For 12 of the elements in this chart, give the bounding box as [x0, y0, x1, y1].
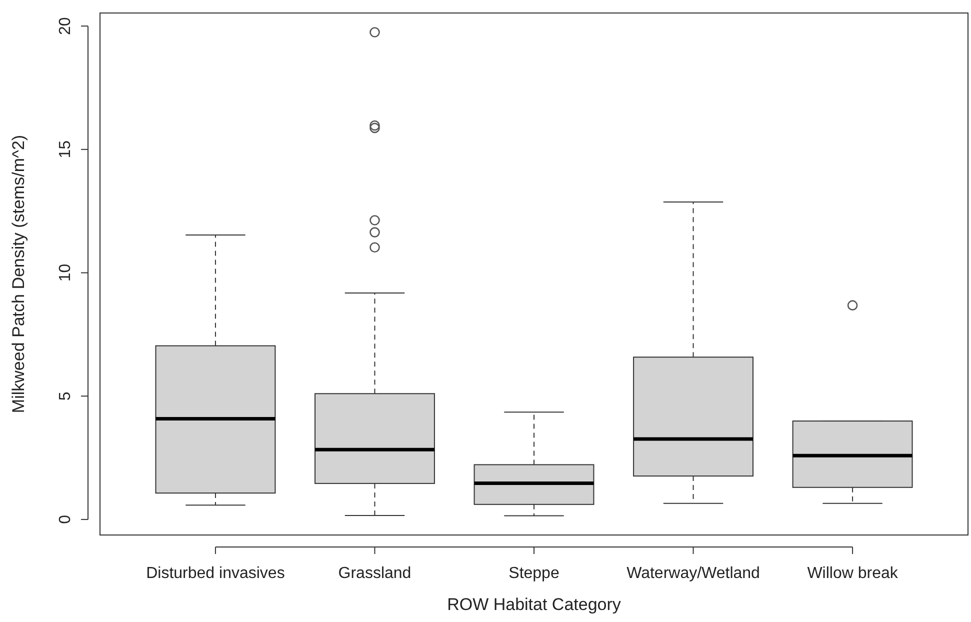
x-tick-label: Disturbed invasives	[146, 565, 285, 582]
y-tick-label: 0	[57, 514, 74, 524]
x-axis-title: ROW Habitat Category	[447, 595, 622, 614]
y-tick-label: 5	[57, 392, 74, 401]
y-tick-label: 20	[57, 17, 74, 35]
y-tick-label: 10	[57, 264, 74, 282]
x-tick-label: Willow break	[807, 565, 899, 582]
y-tick-label: 15	[57, 140, 74, 158]
x-tick-label: Grassland	[338, 565, 412, 582]
x-tick-label: Waterway/Wetland	[626, 565, 760, 582]
y-axis-title: Milkweed Patch Density (stems/m^2)	[9, 134, 28, 414]
x-tick-label: Steppe	[508, 565, 560, 582]
